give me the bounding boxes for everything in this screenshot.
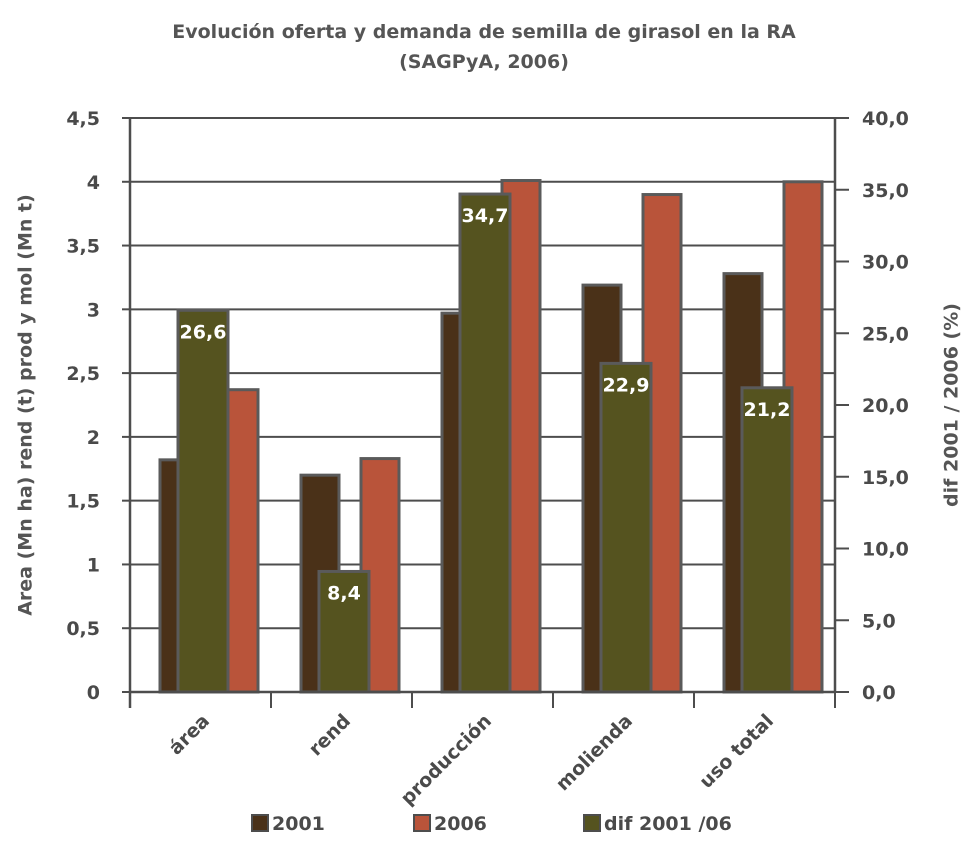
y-tick-label: 3,5 (66, 236, 100, 258)
data-labels: 26,6 8,4 34,7 22,9 21,2 (180, 205, 791, 604)
legend-swatch (583, 814, 601, 832)
y2-tick-label: 10,0 (862, 539, 909, 561)
bar-dif (176, 308, 230, 694)
legend-swatch (413, 814, 431, 832)
x-tick-label: molienda (552, 710, 637, 795)
y2-tick-label: 35,0 (862, 180, 909, 202)
y-axis-title: Area (Mn ha) rend (t) prod y mol (Mn t) (15, 194, 37, 616)
bar-dif-label: 26,6 (180, 321, 227, 343)
legend-label: 2006 (434, 813, 487, 835)
chart-subtitle: (SAGPyA, 2006) (399, 51, 569, 73)
y2-tick-label: 0,0 (862, 682, 896, 704)
x-tick-label: uso total (695, 710, 778, 793)
chart-title: Evolución oferta y demanda de semilla de… (172, 21, 796, 43)
bar-dif-label: 22,9 (603, 374, 650, 396)
legend-label: 2001 (272, 813, 325, 835)
y-tick-label: 0 (87, 682, 100, 704)
axes (122, 117, 849, 708)
legend-swatch (251, 814, 269, 832)
x-tick-label: área (165, 710, 214, 759)
y-tick-label: 4 (87, 172, 100, 194)
x-tick-label: producción (396, 710, 496, 810)
bar-dif (599, 361, 653, 694)
y2-axis-title: dif 2001 / 2006 (%) (941, 303, 963, 507)
y2-tick-label: 30,0 (862, 252, 909, 274)
y2-tick-label: 25,0 (862, 323, 909, 345)
y-tick-label: 2 (87, 427, 100, 449)
bar-dif (740, 386, 794, 694)
y2-tick-label: 40,0 (862, 108, 909, 130)
bar-dif (458, 192, 512, 694)
y-tick-label: 2,5 (66, 363, 100, 385)
y-tick-label: 1 (87, 554, 100, 576)
bars (158, 179, 824, 694)
y-tick-label: 4,5 (66, 108, 100, 130)
y2-tick-label: 20,0 (862, 395, 909, 417)
bar-dif-label: 21,2 (744, 399, 791, 421)
y-tick-label: 0,5 (66, 618, 100, 640)
y-tick-label: 1,5 (66, 491, 100, 513)
y-tick-label: 3 (87, 299, 100, 321)
legend: 2001 2006 dif 2001 /06 (251, 813, 732, 835)
y2-tick-label: 5,0 (862, 610, 896, 632)
bar-dif-label: 34,7 (462, 205, 509, 227)
bar-dif-label: 8,4 (327, 582, 361, 604)
x-tick-label: rend (305, 710, 355, 760)
y2-tick-label: 15,0 (862, 467, 909, 489)
legend-label: dif 2001 /06 (604, 813, 732, 835)
